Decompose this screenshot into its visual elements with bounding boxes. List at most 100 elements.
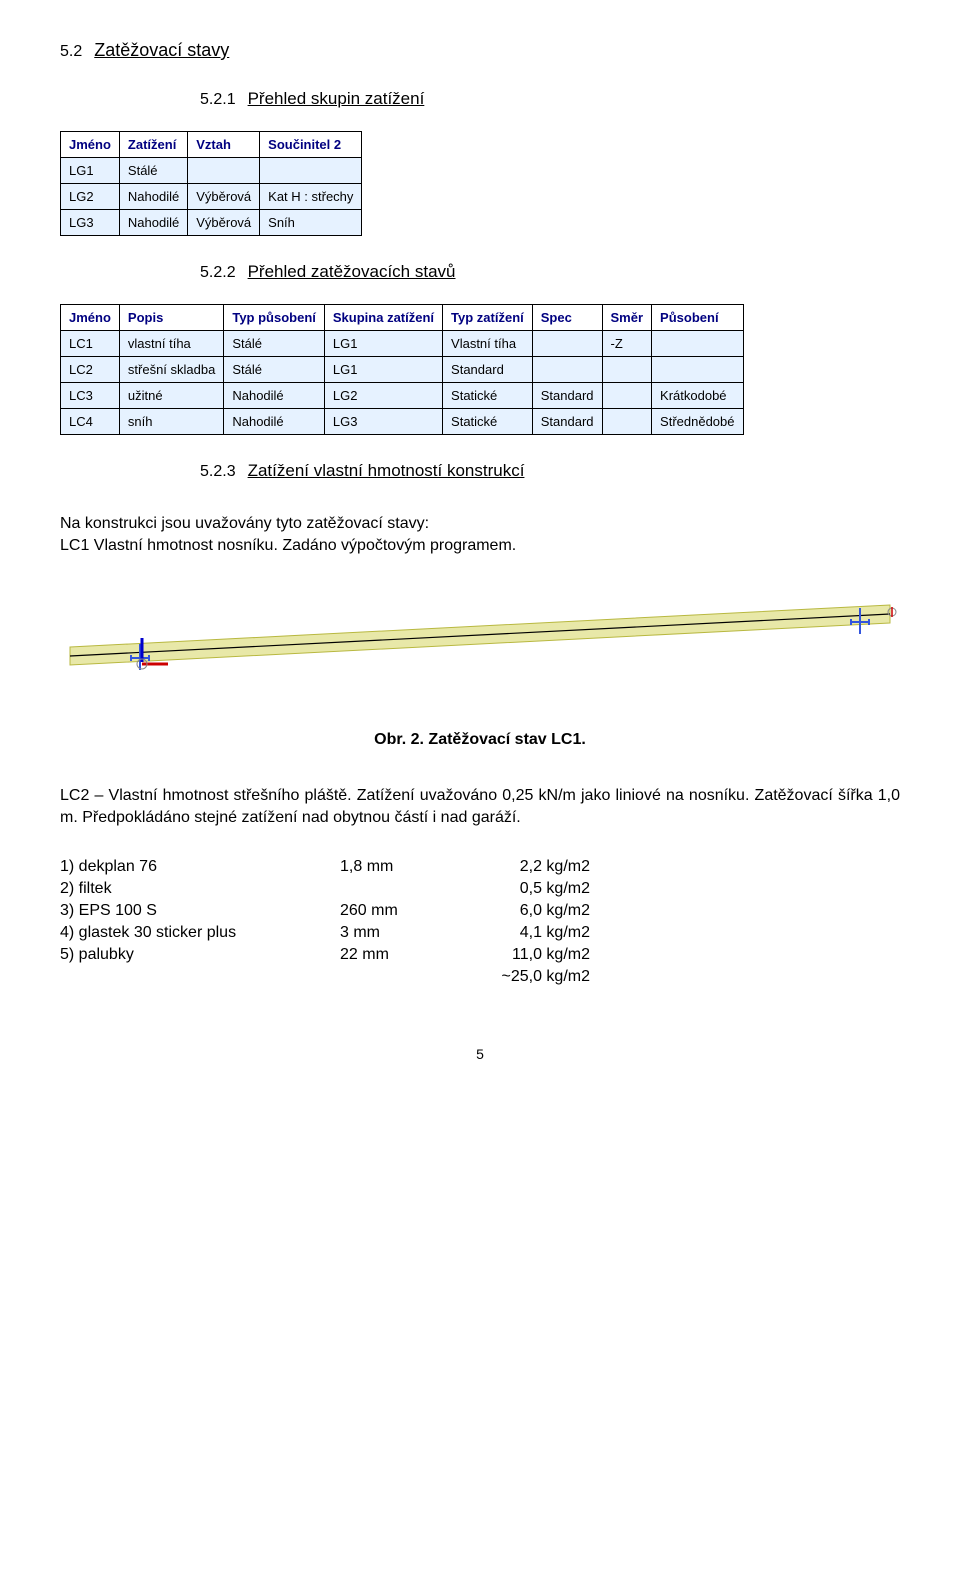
material-dimension: 260 mm — [340, 902, 470, 920]
material-name: 1) dekplan 76 — [60, 858, 340, 876]
subheading-number: 5.2.1 — [200, 91, 236, 109]
table-cell: -Z — [602, 331, 652, 357]
table-cell: LG2 — [324, 383, 442, 409]
table-header: Působení — [652, 305, 743, 331]
table-row: LC4sníhNahodiléLG3StatickéStandard Středn… — [61, 409, 744, 435]
subsection-heading-1: 5.2.1 Přehled skupin zatížení — [200, 89, 900, 109]
subheading-text: Přehled skupin zatížení — [248, 89, 425, 109]
table-cell: LC4 — [61, 409, 120, 435]
table-cell: střešní skladba — [119, 357, 223, 383]
table-cell: LC3 — [61, 383, 120, 409]
table-cell: LG1 — [324, 331, 442, 357]
material-value: 6,0 kg/m2 — [470, 902, 590, 920]
section-heading: 5.2 Zatěžovací stavy — [60, 40, 900, 61]
table-cell: LG3 — [324, 409, 442, 435]
paragraph-line: Na konstrukci jsou uvažovány tyto zatěžo… — [60, 513, 900, 535]
heading-text: Zatěžovací stavy — [94, 40, 229, 61]
table-cell: LG2 — [61, 184, 120, 210]
paragraph-intro: Na konstrukci jsou uvažovány tyto zatěžo… — [60, 513, 900, 556]
material-row: 3) EPS 100 S260 mm6,0 kg/m2 — [60, 902, 900, 920]
table-header: Popis — [119, 305, 223, 331]
table-cell: vlastní tíha — [119, 331, 223, 357]
table-cell: Vlastní tíha — [443, 331, 533, 357]
paragraph-line: LC1 Vlastní hmotnost nosníku. Zadáno výp… — [60, 535, 900, 557]
table-cell: Stálé — [119, 158, 187, 184]
table-cell: LG3 — [61, 210, 120, 236]
table-cell: LG1 — [61, 158, 120, 184]
table-cell: Standard — [443, 357, 533, 383]
material-row: 1) dekplan 761,8 mm2,2 kg/m2 — [60, 858, 900, 876]
subsection-heading-2: 5.2.2 Přehled zatěžovacích stavů — [200, 262, 900, 282]
table-row: LC1vlastní tíhaStáléLG1Vlastní tíha -Z — [61, 331, 744, 357]
table-cell: LC1 — [61, 331, 120, 357]
table-row: LC2střešní skladbaStáléLG1Standard — [61, 357, 744, 383]
materials-list: 1) dekplan 761,8 mm2,2 kg/m2 2) filtek 0,5… — [60, 858, 900, 986]
table-header: Zatížení — [119, 132, 187, 158]
load-groups-table: JménoZatíženíVztahSoučinitel 2LG1StáléLG… — [60, 131, 362, 236]
table-row: LG2NahodiléVýběrováKat H : střechy — [61, 184, 362, 210]
material-row: 2) filtek 0,5 kg/m2 — [60, 880, 900, 898]
material-name: 4) glastek 30 sticker plus — [60, 924, 340, 942]
material-value: 0,5 kg/m2 — [470, 880, 590, 898]
table-cell: Nahodilé — [119, 184, 187, 210]
table-header: Směr — [602, 305, 652, 331]
subheading-text: Přehled zatěžovacích stavů — [248, 262, 456, 282]
table-header: Typ působení — [224, 305, 325, 331]
table-cell: Stálé — [224, 357, 325, 383]
heading-number: 5.2 — [60, 43, 82, 61]
material-value: 2,2 kg/m2 — [470, 858, 590, 876]
material-value: 11,0 kg/m2 — [470, 946, 590, 964]
material-row: 4) glastek 30 sticker plus3 mm4,1 kg/m2 — [60, 924, 900, 942]
beam-diagram — [60, 586, 900, 701]
table-cell: Statické — [443, 383, 533, 409]
material-value: 4,1 kg/m2 — [470, 924, 590, 942]
table-header: Typ zatížení — [443, 305, 533, 331]
table-cell: Střednědobé — [652, 409, 743, 435]
table-header: Jméno — [61, 132, 120, 158]
material-dimension: 3 mm — [340, 924, 470, 942]
load-cases-table: JménoPopisTyp působeníSkupina zatíženíTy… — [60, 304, 744, 435]
material-total: ~25,0 kg/m2 — [470, 968, 590, 986]
table-cell: Kat H : střechy — [260, 184, 362, 210]
table-cell: sníh — [119, 409, 223, 435]
table-cell — [260, 158, 362, 184]
table-cell — [602, 409, 652, 435]
table-cell: Nahodilé — [224, 383, 325, 409]
table-header: Jméno — [61, 305, 120, 331]
table-cell: Statické — [443, 409, 533, 435]
material-dimension — [340, 880, 470, 898]
table-cell — [602, 383, 652, 409]
material-dimension: 1,8 mm — [340, 858, 470, 876]
table-cell: Krátkodobé — [652, 383, 743, 409]
table-header: Součinitel 2 — [260, 132, 362, 158]
table-cell: Výběrová — [188, 184, 260, 210]
beam-diagram-svg — [60, 586, 900, 696]
table-row: LG1Stálé — [61, 158, 362, 184]
material-name: 2) filtek — [60, 880, 340, 898]
table-cell: LC2 — [61, 357, 120, 383]
table-cell — [652, 357, 743, 383]
table-cell: LG1 — [324, 357, 442, 383]
table-cell: Stálé — [224, 331, 325, 357]
table-cell — [602, 357, 652, 383]
table-header: Vztah — [188, 132, 260, 158]
table-row: LG3NahodiléVýběrováSníh — [61, 210, 362, 236]
paragraph-lc2: LC2 – Vlastní hmotnost střešního pláště.… — [60, 785, 900, 828]
table-cell: Výběrová — [188, 210, 260, 236]
material-name: 5) palubky — [60, 946, 340, 964]
figure-caption: Obr. 2. Zatěžovací stav LC1. — [60, 731, 900, 749]
subheading-text: Zatížení vlastní hmotností konstrukcí — [248, 461, 525, 481]
table-cell — [652, 331, 743, 357]
table-header: Skupina zatížení — [324, 305, 442, 331]
table-cell — [188, 158, 260, 184]
table-cell: Sníh — [260, 210, 362, 236]
table-cell — [532, 357, 602, 383]
material-dimension: 22 mm — [340, 946, 470, 964]
table-row: LC3užitnéNahodiléLG2StatickéStandardKrát… — [61, 383, 744, 409]
table-cell: užitné — [119, 383, 223, 409]
table-cell: Nahodilé — [224, 409, 325, 435]
subsection-heading-3: 5.2.3 Zatížení vlastní hmotností konstru… — [200, 461, 900, 481]
material-total-row: ~25,0 kg/m2 — [60, 968, 900, 986]
subheading-number: 5.2.2 — [200, 264, 236, 282]
table-cell: Standard — [532, 409, 602, 435]
